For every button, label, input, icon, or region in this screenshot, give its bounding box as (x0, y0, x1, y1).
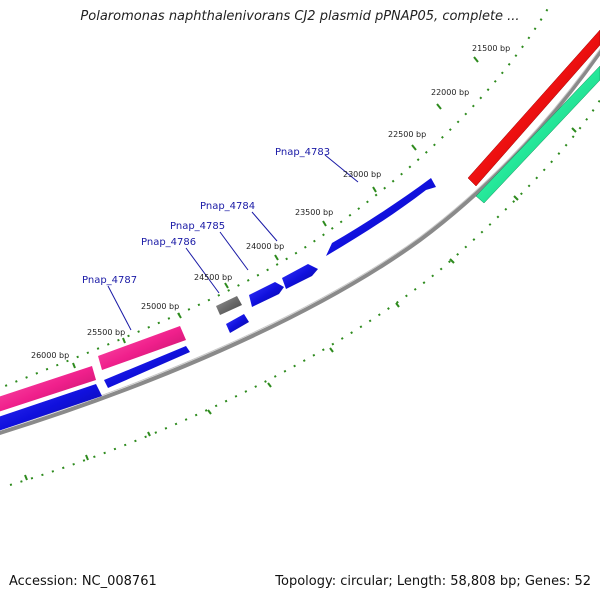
tick (122, 337, 126, 344)
tick (224, 282, 229, 289)
pos-label-22000: 22000 bp (431, 88, 469, 97)
tick (449, 258, 455, 264)
pos-label-24000: 24000 bp (246, 242, 284, 251)
pos-label-21500: 21500 bp (472, 44, 510, 53)
gene-label-pnap-4784: Pnap_4784 (200, 201, 255, 212)
tick (322, 220, 327, 227)
tick (571, 127, 577, 133)
tick (436, 103, 442, 110)
gene-label-pnap-4787: Pnap_4787 (82, 275, 137, 286)
tick (395, 302, 400, 308)
gene-label-pnap-4783: Pnap_4783 (275, 147, 330, 158)
topology-summary: Topology: circular; Length: 58,808 bp; G… (275, 574, 591, 589)
outer-tick-ring (0, 4, 551, 390)
tick (329, 347, 334, 353)
tick (274, 254, 279, 261)
map-title: Polaromonas naphthalenivorans CJ2 plasmi… (80, 9, 520, 24)
outer-tick-dots (0, 4, 551, 390)
tick (147, 431, 151, 437)
tick (267, 382, 272, 388)
outer-major-ticks (72, 56, 479, 369)
tick (24, 474, 28, 481)
leader-pnap-4784 (251, 211, 278, 242)
cds-pnap-4783 (326, 178, 436, 256)
cds-pnap-4786 (216, 296, 242, 315)
cds-pnap-4784 (282, 264, 318, 289)
pos-label-23500: 23500 bp (295, 208, 333, 217)
pos-label-26000: 26000 bp (31, 351, 69, 360)
leader-pnap-4783 (324, 154, 359, 183)
leader-pnap-4787 (107, 285, 132, 331)
leader-pnap-4786 (185, 247, 220, 294)
tick (372, 186, 377, 193)
pos-label-22500: 22500 bp (388, 130, 426, 139)
leader-pnap-4785 (219, 231, 249, 271)
cds-blue-inner-1 (104, 346, 190, 388)
backbone-arc-highlight (0, 48, 600, 431)
inner-major-ticks (24, 127, 577, 481)
tick (513, 195, 519, 201)
cds-pnap-4787 (226, 314, 249, 333)
tick (473, 56, 479, 63)
pos-label-24500: 24500 bp (194, 273, 232, 282)
tick (72, 362, 76, 369)
gene-label-pnap-4786: Pnap_4786 (141, 237, 196, 248)
pos-label-25500: 25500 bp (87, 328, 125, 337)
tick (411, 144, 417, 151)
tick (85, 454, 89, 461)
tick (207, 409, 212, 415)
accession-label: Accession: NC_008761 (9, 574, 157, 589)
gene-label-pnap-4785: Pnap_4785 (170, 221, 225, 232)
cds-pink-1 (98, 326, 186, 370)
cds-red (467, 29, 600, 187)
pos-label-23000: 23000 bp (343, 170, 381, 179)
pos-label-25000: 25000 bp (141, 302, 179, 311)
cds-pnap-4785 (249, 282, 284, 307)
backbone-arc (0, 48, 600, 435)
cds-pink-2 (0, 366, 96, 412)
cds-blue-inner-2 (0, 384, 102, 431)
cds-green (475, 65, 600, 204)
tick (177, 312, 182, 319)
